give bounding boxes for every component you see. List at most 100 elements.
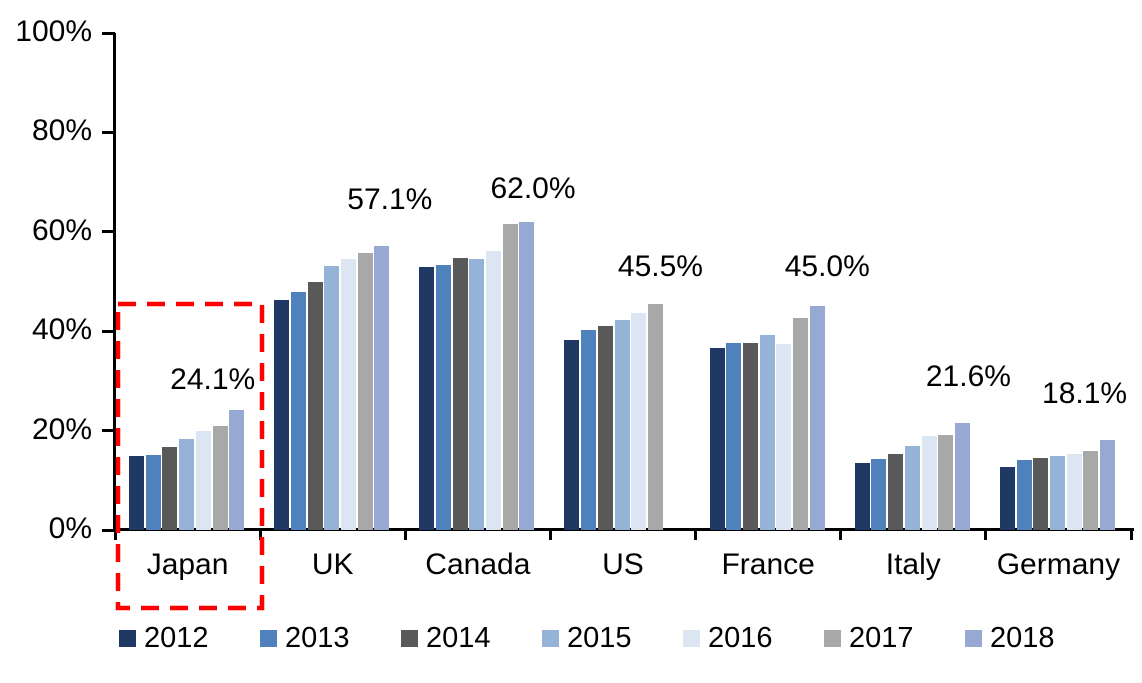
bar-italy-2017 — [938, 435, 954, 530]
bar-uk-2015 — [324, 265, 340, 530]
bar-japan-2012 — [129, 456, 144, 530]
bar-canada-2012 — [419, 266, 435, 530]
bar-italy-2016 — [921, 435, 937, 530]
bar-france-2018 — [809, 306, 825, 530]
bar-italy-2018 — [954, 422, 970, 530]
legend-item-2014: 2014 — [401, 621, 491, 655]
legend-item-2013: 2013 — [260, 621, 350, 655]
x-axis-label-canada: Canada — [425, 548, 531, 581]
bar-germany-2012 — [999, 467, 1015, 530]
legend-swatch-2013 — [260, 629, 277, 647]
bar-france-2017 — [793, 318, 809, 530]
x-axis-label-france: France — [721, 548, 815, 581]
bar-us-2015 — [614, 320, 630, 530]
y-axis-tick-label: 0% — [48, 512, 92, 545]
bar-germany-2014 — [1033, 458, 1049, 530]
legend-label: 2017 — [849, 622, 914, 654]
y-axis-tick-label: 100% — [15, 15, 92, 48]
bar-italy-2015 — [904, 446, 920, 530]
x-axis-tick — [984, 530, 988, 540]
legend-label: 2014 — [426, 622, 491, 654]
bar-canada-2016 — [486, 251, 502, 530]
legend-swatch-2016 — [683, 629, 700, 647]
x-axis-label-us: US — [602, 548, 644, 581]
y-axis-tick-label: 80% — [31, 114, 92, 148]
bar-canada-2013 — [435, 264, 451, 530]
bar-us-2013 — [581, 330, 597, 530]
legend-item-2018: 2018 — [965, 621, 1055, 655]
legend-swatch-2017 — [824, 629, 841, 647]
x-axis-tick — [258, 530, 262, 540]
bar-us-2016 — [631, 313, 647, 530]
data-label-uk: 57.1% — [347, 183, 433, 217]
data-label-germany: 18.1% — [1042, 377, 1128, 411]
data-label-france: 45.0% — [784, 250, 870, 284]
bar-france-2014 — [742, 343, 758, 530]
legend-swatch-2015 — [542, 629, 559, 647]
bar-france-2015 — [759, 335, 775, 530]
legend-label: 2013 — [285, 622, 350, 654]
x-axis-tick — [403, 530, 407, 540]
bar-germany-2016 — [1066, 453, 1082, 530]
y-axis-tick — [102, 230, 115, 234]
bar-japan-2015 — [179, 439, 195, 530]
y-axis-tick-label: 20% — [31, 412, 92, 446]
x-axis-tick — [1129, 530, 1133, 540]
x-axis-label-italy: Italy — [885, 548, 941, 581]
bar-japan-2018 — [229, 410, 245, 530]
bar-france-2012 — [709, 348, 725, 530]
data-label-italy: 21.6% — [925, 359, 1011, 393]
x-axis-label-germany: Germany — [996, 548, 1121, 581]
bar-italy-2014 — [888, 453, 904, 530]
bar-france-2016 — [776, 344, 792, 530]
legend-item-2012: 2012 — [119, 621, 209, 655]
legend-swatch-2018 — [965, 629, 982, 647]
bar-uk-2018 — [374, 246, 390, 530]
legend-label: 2018 — [990, 622, 1055, 654]
legend-item-2016: 2016 — [683, 621, 773, 655]
legend-item-2015: 2015 — [542, 621, 632, 655]
bar-germany-2018 — [1100, 440, 1116, 530]
bar-germany-2017 — [1083, 450, 1099, 530]
bar-japan-2016 — [195, 430, 211, 530]
data-label-canada: 62.0% — [490, 171, 576, 205]
bar-japan-2017 — [212, 425, 228, 530]
legend-swatch-2012 — [119, 629, 136, 647]
bar-us-2017 — [647, 303, 663, 530]
bar-uk-2017 — [357, 252, 373, 530]
bar-canada-2017 — [502, 224, 518, 530]
bar-us-2012 — [564, 339, 580, 530]
bar-us-2014 — [597, 326, 613, 530]
bar-uk-2014 — [307, 282, 323, 530]
bar-france-2013 — [726, 343, 742, 530]
bar-italy-2013 — [871, 459, 887, 530]
legend-label: 2015 — [567, 622, 632, 654]
bar-canada-2014 — [452, 257, 468, 530]
legend-label: 2016 — [708, 622, 773, 654]
y-axis-tick — [102, 329, 115, 333]
bar-japan-2013 — [145, 455, 161, 530]
bar-canada-2015 — [469, 259, 485, 530]
bar-uk-2013 — [290, 292, 306, 530]
x-axis-label-japan: Japan — [146, 548, 229, 581]
x-axis-label-uk: UK — [311, 548, 354, 581]
data-label-us: 45.5% — [617, 249, 703, 283]
bar-canada-2018 — [519, 221, 535, 530]
y-axis-tick-label: 40% — [31, 313, 92, 347]
x-axis-tick — [694, 530, 698, 540]
bar-uk-2012 — [274, 299, 290, 530]
y-axis-tick-label: 60% — [31, 213, 92, 247]
bar-germany-2013 — [1016, 460, 1032, 530]
x-axis-tick — [548, 530, 552, 540]
y-axis-tick — [102, 429, 115, 433]
legend-item-2017: 2017 — [824, 621, 914, 655]
bar-uk-2016 — [340, 259, 356, 530]
bar-italy-2012 — [854, 463, 870, 530]
x-axis-tick — [113, 530, 117, 540]
legend-swatch-2014 — [401, 629, 418, 647]
bar-japan-2014 — [162, 447, 178, 530]
y-axis-line — [113, 33, 116, 531]
y-axis-tick — [102, 130, 115, 134]
data-label-japan: 24.1% — [170, 363, 256, 397]
